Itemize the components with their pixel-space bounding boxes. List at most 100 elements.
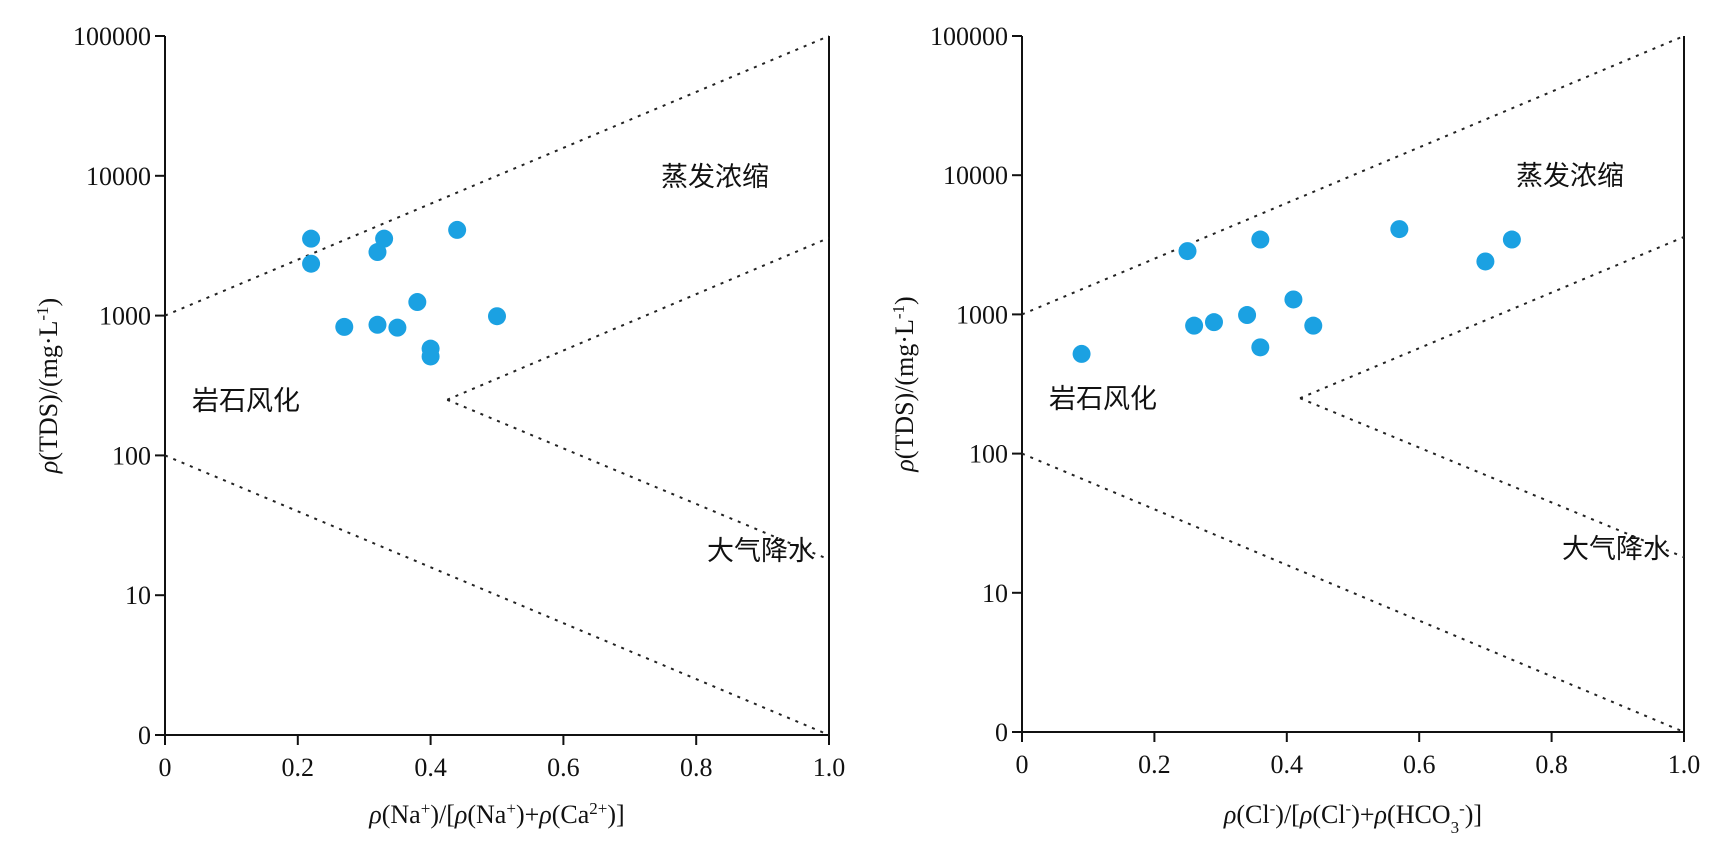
label-run: )] (607, 800, 624, 829)
region-label-evaporation: 蒸发浓缩 (661, 162, 769, 193)
label-run: 3 (1451, 818, 1460, 837)
boundary-wedge-lower (1299, 397, 1685, 559)
data-point (388, 318, 407, 337)
y-tick-label: 0 (995, 718, 1008, 747)
y-tick-label: 100 (969, 440, 1008, 469)
label-run: + (421, 799, 431, 818)
x-tick-label: 1.0 (1668, 750, 1701, 779)
label-run: ρ (34, 461, 63, 474)
y-tick-label: 100000 (73, 22, 151, 51)
x-tick-label: 0.8 (680, 753, 713, 782)
data-point (1502, 230, 1521, 249)
label-run: (TDS)/(mg·L (34, 321, 63, 461)
y-tick-label: 1000 (99, 302, 151, 331)
label-run: (Na (467, 800, 506, 829)
chart-panel-right: 0 10 100 1000 10000 100000 0 0.2 0.4 0.6 0.8 1.0 蒸发浓… (889, 22, 1701, 837)
data-point (1072, 344, 1091, 363)
label-run: (HCO (1387, 800, 1451, 829)
region-label-precipitation: 大气降水 (1562, 534, 1670, 565)
data-point (408, 293, 427, 312)
label-run: ρ (890, 459, 919, 472)
boundary-lower (164, 454, 830, 736)
label-run: )+ (516, 800, 539, 829)
label-run: -1 (889, 305, 908, 319)
label-run: ρ (368, 800, 381, 829)
label-run: )+ (1351, 800, 1374, 829)
region-label-evaporation: 蒸发浓缩 (1516, 161, 1624, 192)
label-run: (Cl (1236, 800, 1269, 829)
data-point (1304, 316, 1323, 335)
label-run: ρ (454, 800, 467, 829)
y-tick-label: 100 (112, 441, 151, 470)
y-tick-label: 0 (138, 721, 151, 750)
region-label-precipitation: 大气降水 (707, 536, 815, 567)
label-run: ρ (538, 800, 551, 829)
label-run: ) (34, 298, 63, 307)
y-axis-title: ρ(TDS)/(mg·L-1) (889, 296, 920, 472)
x-tick-label: 0.4 (1271, 750, 1304, 779)
label-run: ) (890, 296, 919, 305)
data-point (1251, 338, 1270, 357)
label-run: ρ (1374, 800, 1387, 829)
boundary-upper (164, 35, 830, 317)
y-tick-label: 100000 (930, 22, 1008, 51)
y-axis-title: ρ(TDS)/(mg·L-1) (33, 298, 64, 474)
x-tick-label: 1.0 (813, 753, 846, 782)
data-point (302, 229, 321, 248)
label-run: -1 (33, 306, 52, 320)
data-point (1204, 313, 1223, 332)
x-axis-title: ρ(Na+)/[ρ(Na+)+ρ(Ca2+)] (368, 799, 624, 830)
x-tick-label: 0.6 (547, 753, 580, 782)
boundary-lower (1021, 452, 1685, 733)
data-point (375, 229, 394, 248)
data-point (1178, 242, 1197, 261)
y-tick-label: 10 (982, 579, 1008, 608)
boundary-wedge-lower (446, 398, 830, 561)
label-run: - (1270, 799, 1276, 818)
boundary-upper (1021, 35, 1685, 316)
data-point (488, 307, 506, 326)
label-run: 2+ (589, 799, 607, 818)
data-point (1390, 220, 1409, 239)
x-axis-title: ρ(Cl-)/[ρ(Cl-)+ρ(HCO3-)] (1223, 799, 1482, 837)
y-tick-label: 10000 (943, 161, 1008, 190)
y-tick-label: 10 (125, 581, 151, 610)
data-point (1251, 230, 1270, 249)
data-point (1476, 252, 1495, 271)
label-run: (Na (382, 800, 421, 829)
x-tick-label: 0 (1016, 750, 1029, 779)
data-point (1284, 290, 1303, 309)
region-label-rock-weathering: 岩石风化 (1049, 384, 1157, 415)
label-run: + (506, 799, 516, 818)
label-run: (Cl (1312, 800, 1345, 829)
x-tick-label: 0.6 (1403, 750, 1436, 779)
label-run: (TDS)/(mg·L (890, 319, 919, 459)
x-tick-label: 0.8 (1535, 750, 1568, 779)
chart-panel-left: 0 10 100 1000 10000 100000 0 0.2 0.4 0.6 0.8 1.0 蒸发浓… (33, 22, 846, 829)
data-point (368, 243, 387, 262)
label-run: - (1346, 799, 1352, 818)
data-point (335, 317, 354, 336)
data-point (302, 254, 321, 273)
data-point (1238, 306, 1257, 325)
data-point (421, 347, 440, 366)
data-point (368, 315, 387, 334)
y-tick-label: 1000 (956, 300, 1008, 329)
label-run: (Ca (552, 800, 590, 829)
label-run: )/[ (430, 800, 455, 829)
data-point (448, 220, 467, 239)
label-run: )/[ (1275, 800, 1300, 829)
x-tick-label: 0 (159, 753, 172, 782)
label-run: ρ (1299, 800, 1312, 829)
data-point (1185, 316, 1204, 335)
boundary-wedge-upper (446, 236, 830, 401)
label-run: )] (1465, 800, 1482, 829)
region-label-rock-weathering: 岩石风化 (192, 386, 300, 417)
boundary-wedge-upper (1299, 236, 1685, 400)
label-run: ρ (1223, 800, 1236, 829)
x-tick-label: 0.2 (282, 753, 315, 782)
label-run: - (1459, 799, 1465, 818)
x-tick-label: 0.4 (414, 753, 447, 782)
y-tick-label: 10000 (86, 162, 151, 191)
